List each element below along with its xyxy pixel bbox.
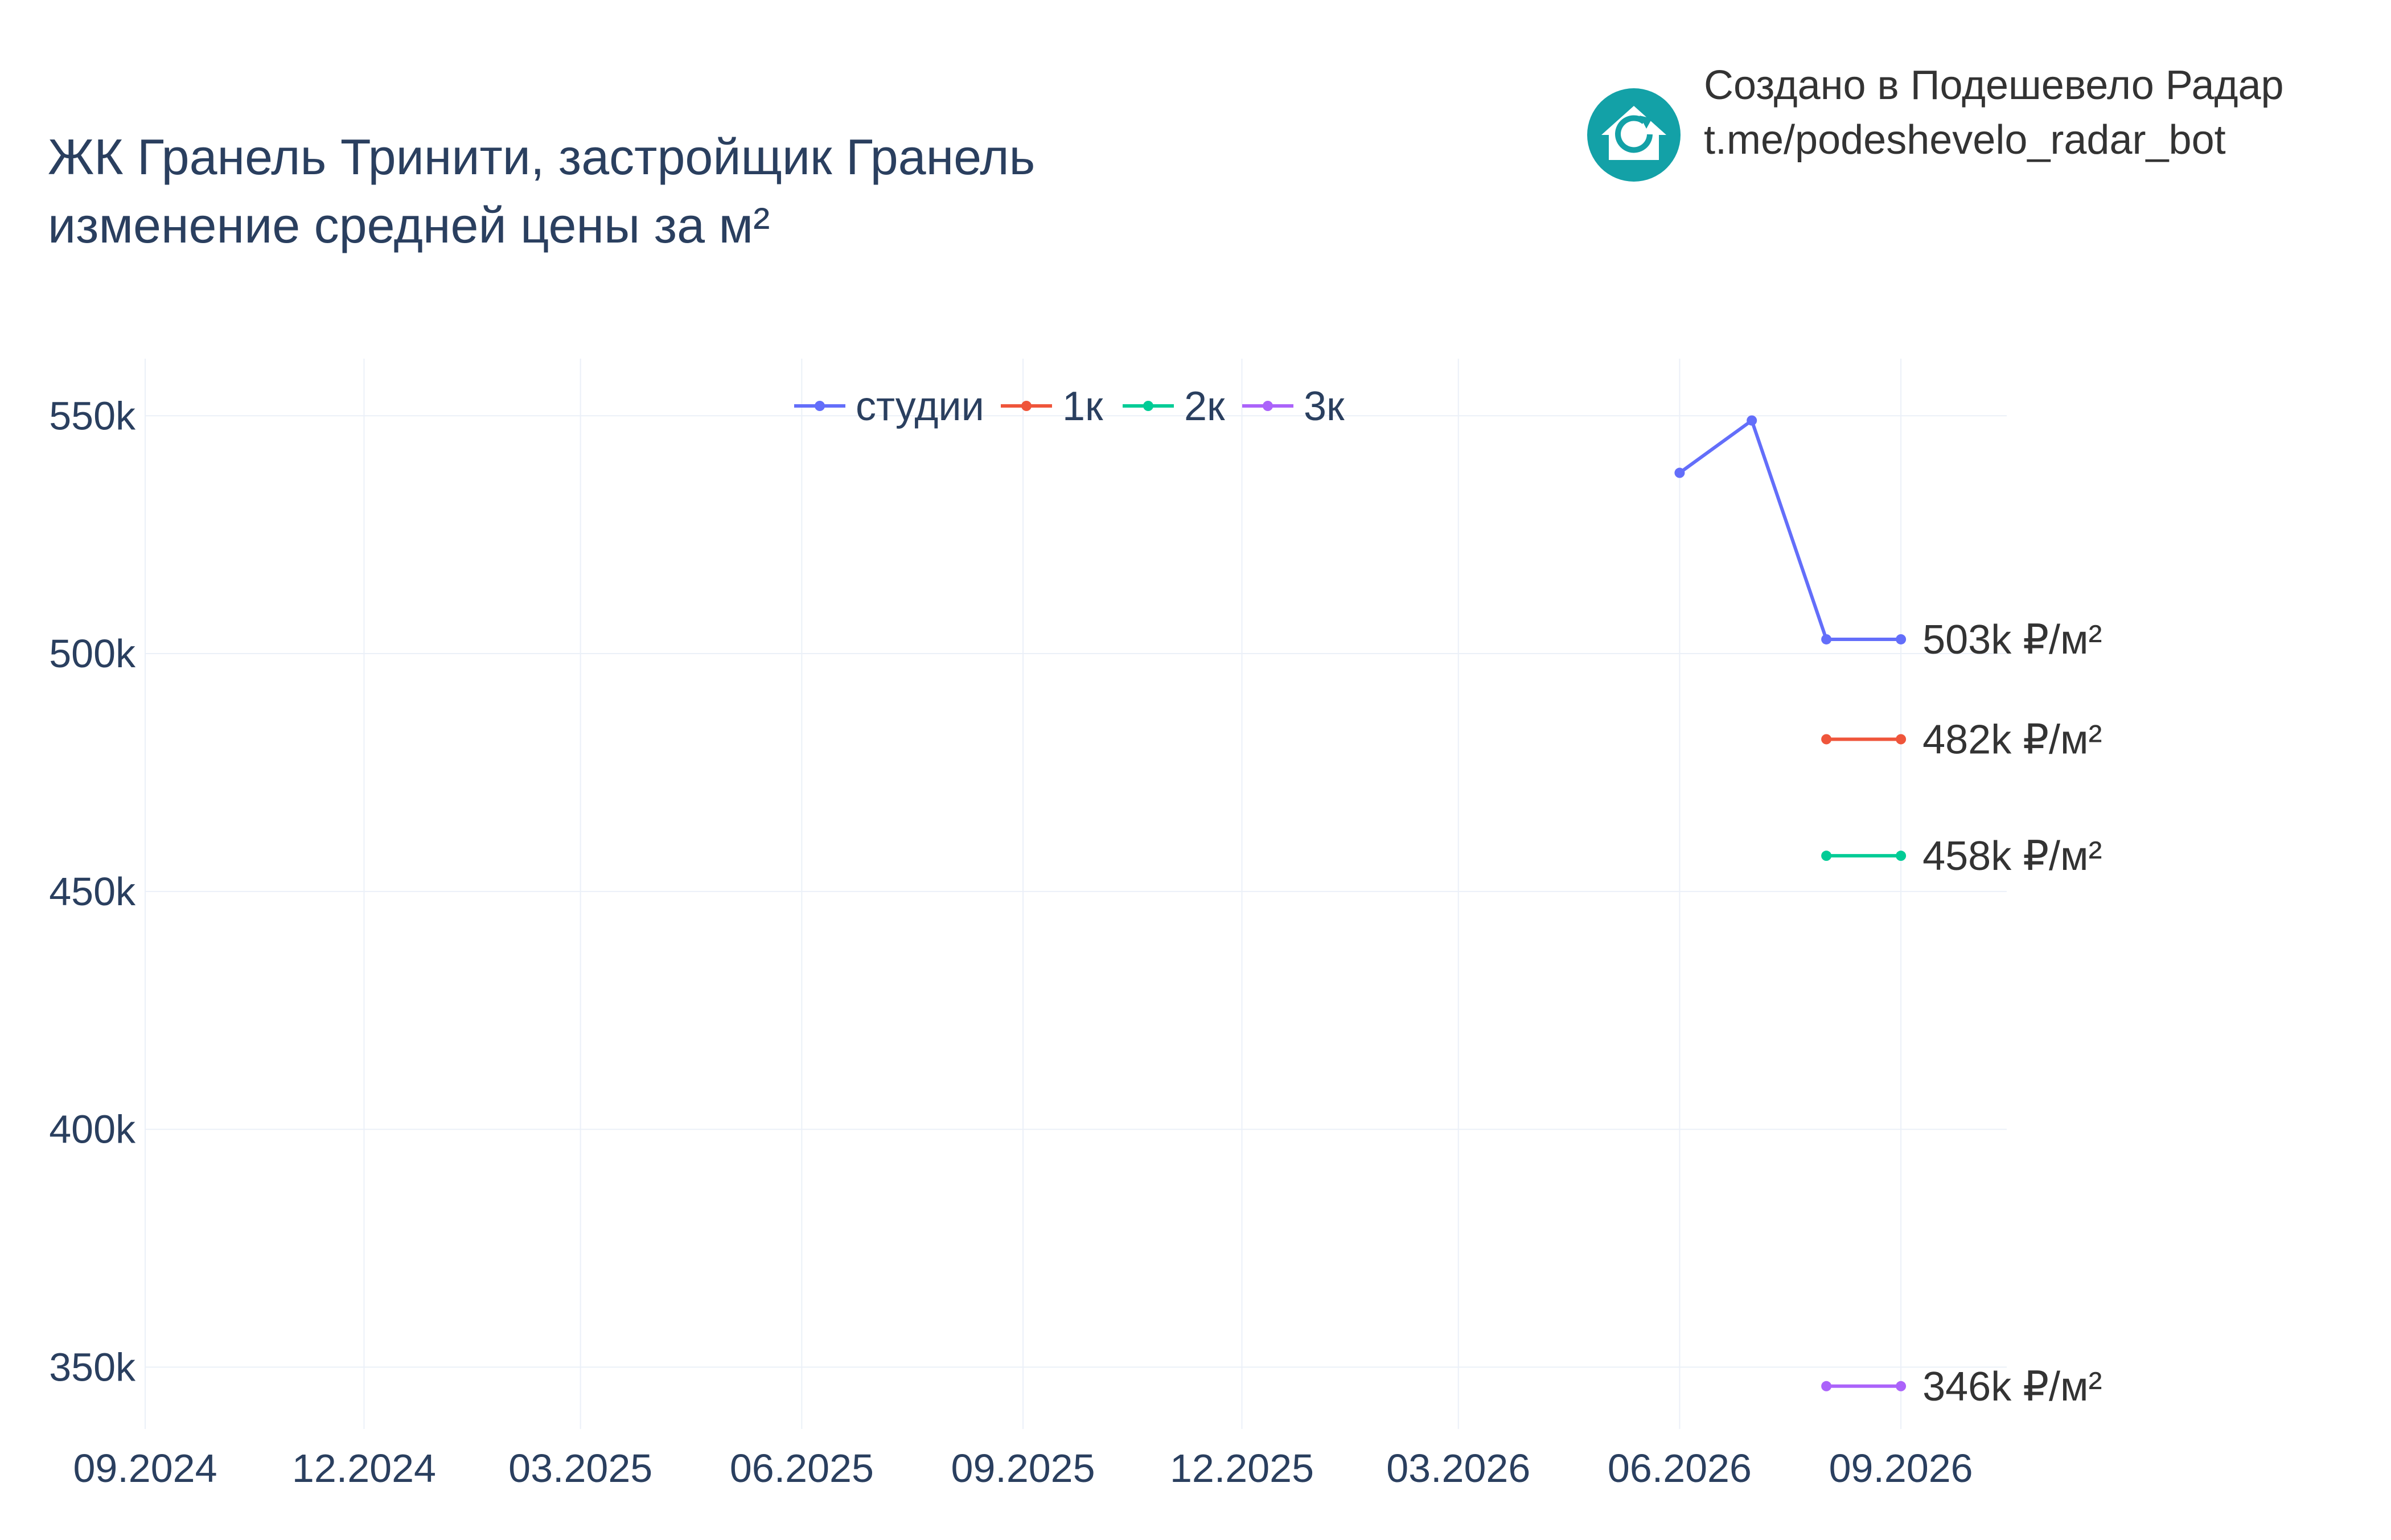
data-point-3к [1821,1381,1832,1391]
series-lines [1674,415,1907,1391]
brand-name: Создано в Подешевело Радар [1704,63,2284,108]
x-axis-tick-labels: 09.2024 12.2024 03.2025 06.2025 09.2025 12.20… [73,1446,1973,1490]
legend-item-1к: 1к [1001,384,1103,429]
x-tick-label: 03.2025 [508,1446,652,1490]
data-point-студии [1896,634,1907,644]
x-tick-label: 12.2024 [292,1446,436,1490]
brand-link[interactable]: t.me/podeshevelo_radar_bot [1704,117,2226,163]
y-tick-label: 350k [49,1345,136,1389]
end-label-1к: 482k ₽/м² [1922,717,2102,762]
house-refresh-icon [1601,106,1666,160]
x-tick-label: 09.2025 [951,1446,1095,1490]
data-point-1к [1896,734,1907,745]
series-line-студии [1678,418,1901,641]
data-point-2к [1896,851,1907,861]
x-tick-label: 09.2024 [73,1446,217,1490]
y-tick-label: 400k [49,1107,136,1152]
data-point-студии [1674,467,1685,478]
legend-label: 1к [1062,384,1103,429]
legend-label: студии [856,384,984,429]
data-point-студии [1747,415,1757,426]
legend-label: 2к [1184,384,1225,429]
end-label-2к: 458k ₽/м² [1922,833,2102,879]
series-end-labels: 503k ₽/м² 482k ₽/м² 458k ₽/м² 346k ₽/м² [1922,617,2102,1410]
x-tick-label: 03.2026 [1386,1446,1530,1490]
legend-item-3к: 3к [1242,384,1345,429]
brand-logo [1587,88,1681,182]
legend-swatch-marker [1021,401,1032,411]
legend-label: 3к [1304,384,1345,429]
x-tick-label: 12.2025 [1170,1446,1314,1490]
grid-lines [145,359,2007,1429]
chart-title-line-1: ЖК Гранель Тринити, застройщик Гранель [48,129,1035,185]
legend-swatch-marker [1263,401,1273,411]
legend-swatch-marker [815,401,825,411]
x-tick-label: 06.2026 [1608,1446,1752,1490]
y-tick-label: 450k [49,869,136,914]
end-label-студии: 503k ₽/м² [1922,617,2102,663]
y-axis-tick-labels: 350k 400k 450k 500k 550k [49,393,136,1389]
x-tick-label: 09.2026 [1829,1446,1973,1490]
data-point-студии [1821,634,1832,644]
legend-swatch-marker [1143,401,1153,411]
x-tick-label: 06.2025 [730,1446,874,1490]
y-tick-label: 500k [49,631,136,676]
legend: студии 1к 2к 3к [794,384,1345,429]
chart-title-line-2: изменение средней цены за м² [48,197,770,253]
end-label-3к: 346k ₽/м² [1922,1364,2102,1410]
data-point-3к [1896,1381,1907,1391]
legend-item-2к: 2к [1123,384,1225,429]
data-point-2к [1821,851,1832,861]
legend-item-студии: студии [794,384,984,429]
data-point-1к [1821,734,1832,745]
y-tick-label: 550k [49,393,136,438]
